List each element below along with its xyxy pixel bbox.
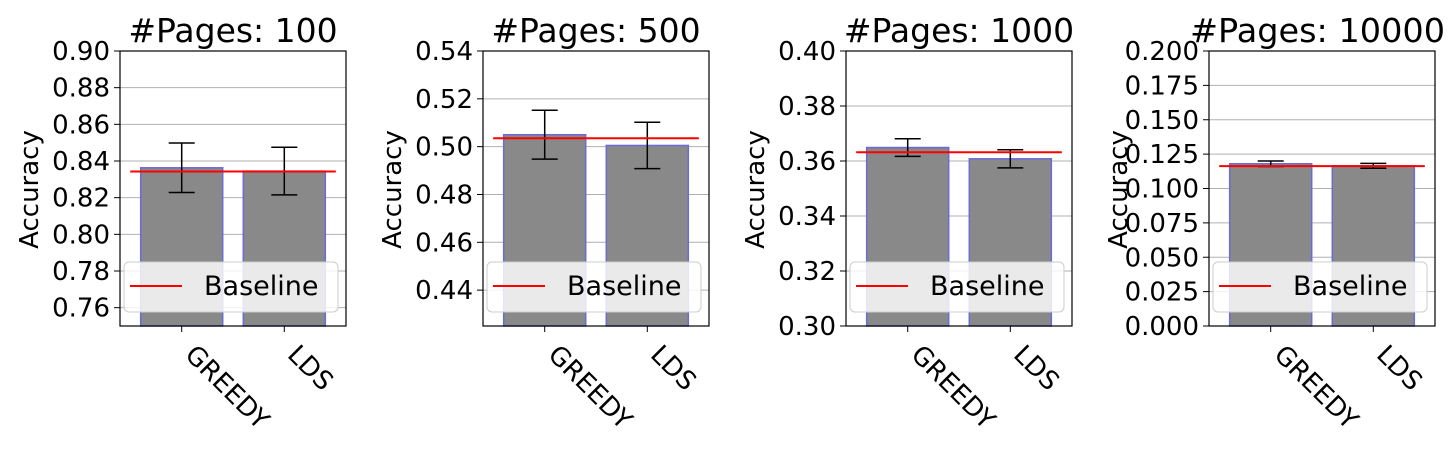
y-tick-label: 0.86 <box>52 110 110 140</box>
legend: Baseline <box>1212 261 1428 313</box>
legend-box <box>1212 261 1428 313</box>
y-tick-label: 0.76 <box>52 294 110 324</box>
chart-panel-2: Baseline 0.44 0.46 0.48 0.50 0.52 0.54 GREEDY LD… <box>378 11 710 436</box>
legend: Baseline <box>486 261 702 313</box>
legend-label-baseline: Baseline <box>930 271 1044 302</box>
y-tick-label: 0.90 <box>52 37 110 67</box>
chart-panel-4: Baseline 0.000 0.025 0.050 0.075 0.100 0.125 0.… <box>1104 11 1445 436</box>
y-tick-label: 0.32 <box>778 257 836 287</box>
axes-frame <box>119 50 347 327</box>
chart-title: #Pages: 100 <box>128 11 337 50</box>
y-tick-label: 0.82 <box>52 184 110 214</box>
legend: Baseline <box>849 261 1065 313</box>
x-tick-label-greedy: GREEDY <box>1268 340 1364 436</box>
legend-label-baseline: Baseline <box>567 271 681 302</box>
y-tick-label: 0.80 <box>52 220 110 250</box>
axes-frame <box>845 50 1073 327</box>
y-tick-label: 0.150 <box>1125 106 1199 136</box>
y-axis-label: Accuracy <box>741 130 771 249</box>
x-tick-label-lds: LDS <box>1007 340 1064 397</box>
x-tick-label-greedy: GREEDY <box>905 340 1001 436</box>
chart-title: #Pages: 10000 <box>1190 11 1445 50</box>
y-tick-label: 0.54 <box>415 37 473 67</box>
x-tick-label-lds: LDS <box>281 340 338 397</box>
chart-title: #Pages: 1000 <box>844 11 1074 50</box>
chart-panel-1: Baseline 0.76 0.78 0.80 0.82 0.84 0.86 0.88 0.90… <box>15 11 347 436</box>
y-tick-label: 0.000 <box>1125 312 1199 342</box>
y-tick-label: 0.44 <box>415 276 473 306</box>
y-tick-label: 0.200 <box>1125 37 1199 67</box>
y-tick-label: 0.125 <box>1125 140 1199 170</box>
x-tick-label-lds: LDS <box>1370 340 1427 397</box>
axes-frame <box>482 50 710 327</box>
y-tick-label: 0.78 <box>52 257 110 287</box>
x-tick-label-greedy: GREEDY <box>179 340 275 436</box>
y-tick-label: 0.48 <box>415 180 473 210</box>
x-tick-label-greedy: GREEDY <box>542 340 638 436</box>
y-tick-label: 0.84 <box>52 147 110 177</box>
legend-box <box>849 261 1065 313</box>
y-tick-label: 0.36 <box>778 147 836 177</box>
y-axis-label: Accuracy <box>378 130 408 249</box>
y-tick-label: 0.050 <box>1125 243 1199 273</box>
legend: Baseline <box>123 261 339 313</box>
y-tick-label: 0.025 <box>1125 278 1199 308</box>
legend-box <box>123 261 339 313</box>
error-bar-lds <box>634 121 661 170</box>
y-tick-label: 0.30 <box>778 312 836 342</box>
y-tick-label: 0.100 <box>1125 175 1199 205</box>
error-bar-greedy <box>168 142 195 194</box>
x-tick-label-lds: LDS <box>644 340 701 397</box>
error-bar-greedy <box>894 137 921 158</box>
error-bar-greedy <box>531 109 558 160</box>
y-tick-label: 0.40 <box>778 37 836 67</box>
y-tick-label: 0.34 <box>778 202 836 232</box>
y-tick-label: 0.52 <box>415 85 473 115</box>
y-axis-label: Accuracy <box>1104 130 1134 249</box>
legend-box <box>486 261 702 313</box>
legend-label-baseline: Baseline <box>1293 271 1407 302</box>
legend-label-baseline: Baseline <box>204 271 318 302</box>
chart-panel-3: Baseline 0.30 0.32 0.34 0.36 0.38 0.40 GREEDY LD… <box>741 11 1074 436</box>
y-tick-label: 0.075 <box>1125 209 1199 239</box>
y-tick-label: 0.50 <box>415 133 473 163</box>
chart-title: #Pages: 500 <box>491 11 700 50</box>
y-tick-label: 0.175 <box>1125 71 1199 101</box>
y-tick-label: 0.38 <box>778 92 836 122</box>
y-tick-label: 0.88 <box>52 74 110 104</box>
y-tick-label: 0.46 <box>415 228 473 258</box>
y-axis-label: Accuracy <box>15 130 45 249</box>
